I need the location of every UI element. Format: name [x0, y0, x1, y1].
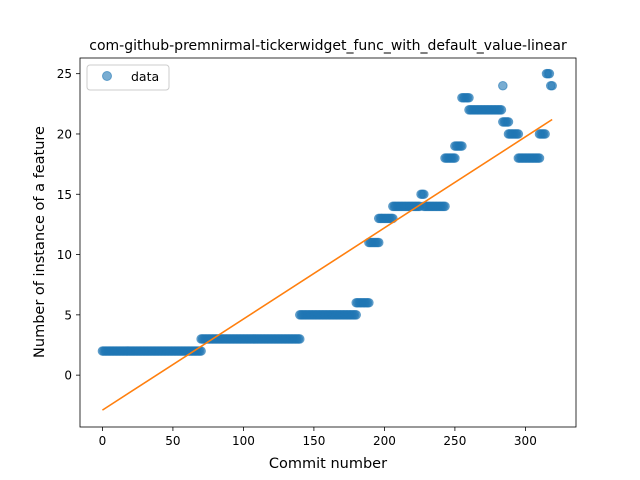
data-point — [496, 105, 507, 115]
y-tick-label: 25 — [57, 67, 72, 81]
data-point — [450, 153, 460, 163]
x-tick-label: 200 — [373, 434, 396, 448]
legend: data — [86, 64, 170, 91]
x-tick-label: 0 — [99, 434, 107, 448]
x-axis-label: Commit number — [269, 456, 387, 472]
x-tick-label: 100 — [232, 434, 255, 448]
data-point — [373, 237, 384, 248]
data-point — [457, 141, 467, 151]
data-point — [295, 334, 305, 344]
x-axis-ticks: 0 50 100 150 200 250 300 — [99, 427, 537, 448]
axes-frame — [79, 57, 577, 428]
y-tick-label: 5 — [64, 308, 72, 322]
y-tick-label: 15 — [57, 188, 72, 202]
data-point — [351, 310, 362, 320]
chart-title: com-github-premnirmal-tickerwidget_func_… — [89, 38, 567, 54]
y-tick-label: 10 — [57, 248, 72, 262]
data-point — [547, 80, 557, 91]
data-point — [503, 117, 514, 127]
legend-label: data — [131, 69, 159, 84]
plot-area — [97, 68, 557, 411]
x-tick-label: 300 — [514, 434, 537, 448]
y-tick-label: 20 — [57, 127, 72, 141]
data-point — [498, 80, 508, 91]
data-point — [540, 129, 550, 139]
x-tick-label: 150 — [302, 434, 325, 448]
x-tick-label: 250 — [443, 434, 466, 448]
y-axis-label: Number of instance of a feature — [32, 126, 48, 358]
fit-line — [101, 118, 553, 411]
data-point — [464, 92, 474, 103]
data-points — [97, 68, 557, 356]
fit-line-group — [101, 118, 553, 411]
data-point — [364, 297, 374, 308]
legend-marker — [102, 71, 112, 81]
data-point — [419, 189, 429, 200]
y-axis-ticks: 0 5 10 15 20 25 — [57, 67, 80, 383]
data-point — [534, 153, 545, 163]
y-tick-label: 0 — [64, 369, 72, 383]
data-point — [440, 201, 450, 212]
x-tick-label: 50 — [165, 434, 180, 448]
data-point — [544, 68, 555, 79]
data-point — [513, 129, 524, 139]
